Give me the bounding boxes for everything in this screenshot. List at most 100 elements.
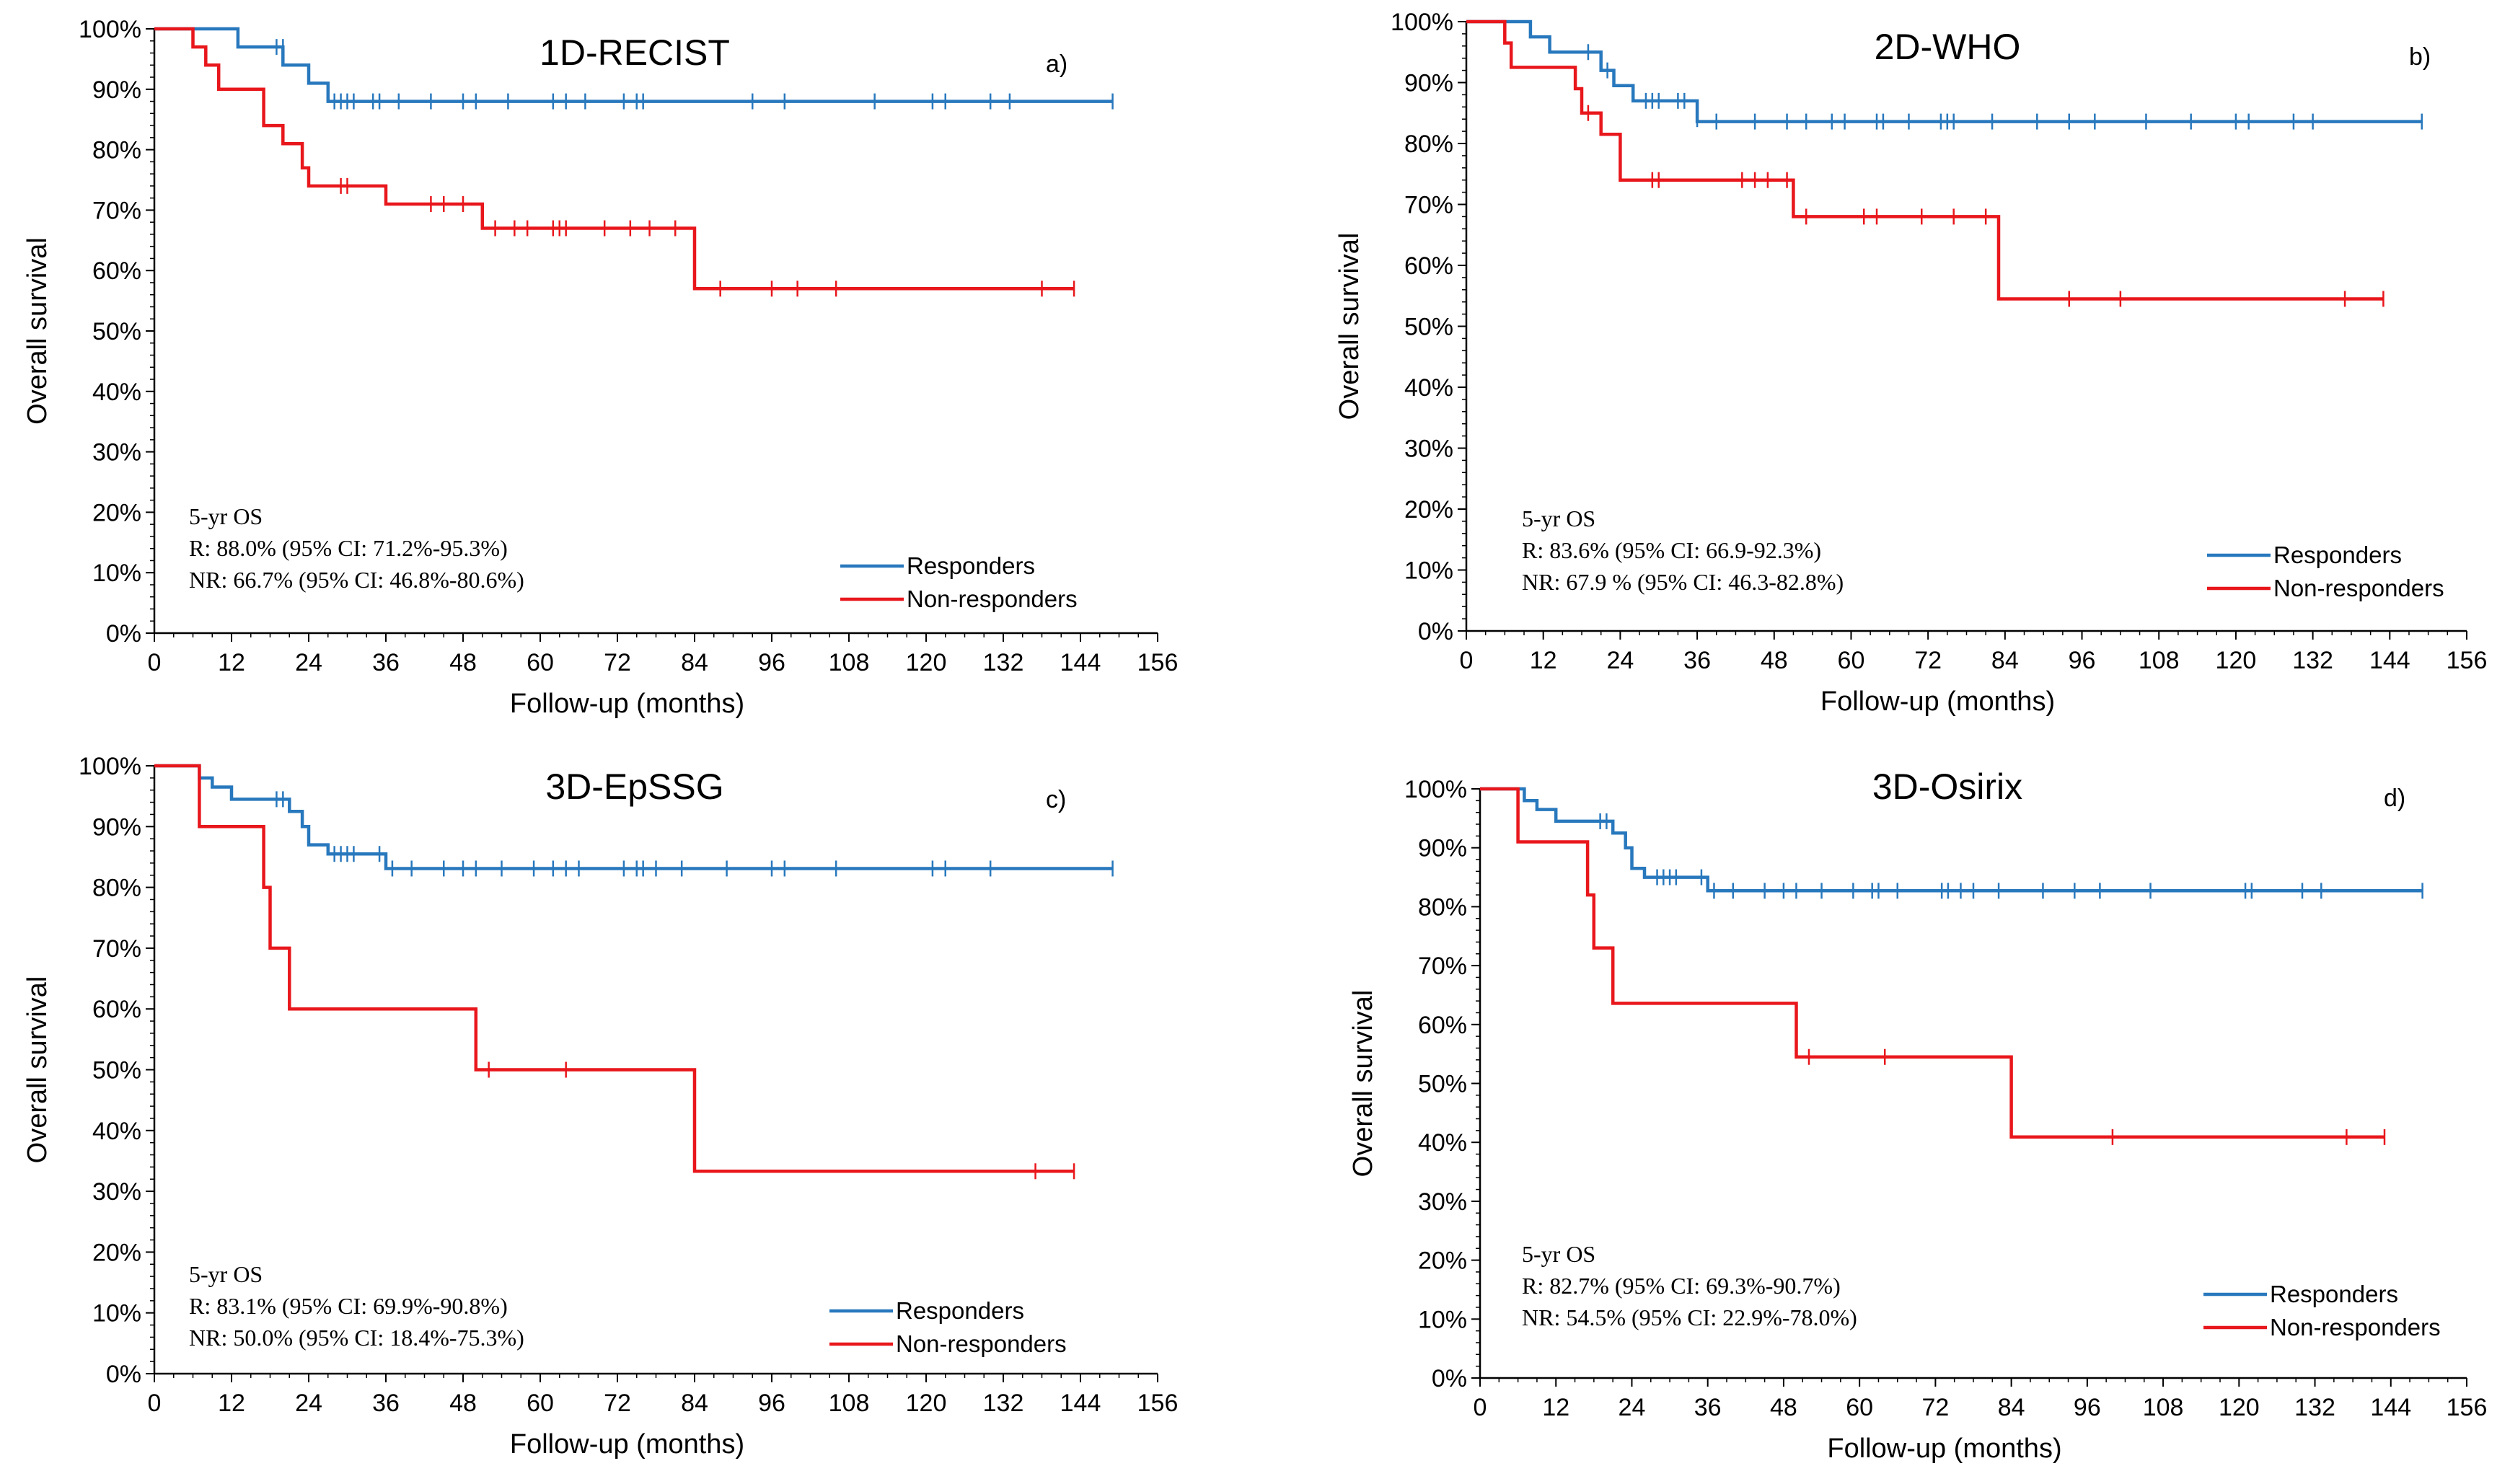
chart-title: 3D-EpSSG bbox=[545, 767, 723, 807]
x-tick-label: 48 bbox=[449, 649, 477, 676]
y-tick-label: 100% bbox=[79, 16, 141, 43]
os-responders: R: 83.6% (95% CI: 66.9-92.3%) bbox=[1522, 537, 1821, 563]
y-tick-label: 100% bbox=[1391, 9, 1453, 36]
y-tick-label: 60% bbox=[1418, 1012, 1467, 1039]
x-tick-label: 132 bbox=[983, 1390, 1024, 1417]
x-tick-label: 156 bbox=[2447, 1394, 2488, 1421]
x-tick-label: 72 bbox=[604, 1390, 631, 1417]
y-tick-label: 60% bbox=[1404, 252, 1453, 280]
y-axis-label: Overall survival bbox=[22, 976, 53, 1164]
os-non-responders: NR: 67.9 % (95% CI: 46.3-82.8%) bbox=[1522, 569, 1844, 595]
panel-letter: b) bbox=[2409, 43, 2431, 71]
x-tick-label: 84 bbox=[1991, 647, 2019, 674]
y-tick-label: 10% bbox=[1404, 557, 1453, 585]
y-tick-label: 50% bbox=[92, 1057, 141, 1085]
x-tick-label: 48 bbox=[1761, 647, 1788, 674]
x-tick-label: 96 bbox=[758, 1390, 785, 1417]
x-tick-label: 0 bbox=[148, 649, 162, 676]
x-tick-label: 120 bbox=[906, 649, 947, 676]
series-line-non-responders bbox=[1480, 787, 2384, 1139]
x-tick-label: 132 bbox=[2292, 647, 2333, 674]
y-tick-label: 90% bbox=[92, 813, 141, 841]
y-tick-label: 20% bbox=[1418, 1247, 1467, 1275]
y-tick-label: 0% bbox=[106, 1361, 141, 1388]
legend-label-non-responders: Non-responders bbox=[907, 586, 1078, 612]
y-tick-label: 80% bbox=[92, 875, 141, 902]
os-responders: R: 88.0% (95% CI: 71.2%-95.3%) bbox=[189, 535, 508, 561]
x-tick-label: 144 bbox=[2370, 1394, 2411, 1421]
chart-title: 3D-Osirix bbox=[1872, 767, 2022, 807]
legend-label-responders: Responders bbox=[2270, 1281, 2398, 1307]
x-tick-label: 12 bbox=[218, 1390, 245, 1417]
y-tick-label: 30% bbox=[1418, 1188, 1467, 1216]
x-tick-label: 36 bbox=[1694, 1394, 1722, 1421]
x-axis-label: Follow-up (months) bbox=[510, 689, 744, 719]
series-line-non-responders bbox=[154, 27, 1075, 291]
x-tick-label: 36 bbox=[372, 1390, 400, 1417]
os-title: 5-yr OS bbox=[1522, 1241, 1595, 1267]
x-axis-label: Follow-up (months) bbox=[1820, 686, 2055, 717]
y-tick-label: 70% bbox=[1418, 953, 1467, 980]
y-tick-label: 80% bbox=[92, 137, 141, 164]
legend-label-responders: Responders bbox=[907, 552, 1035, 579]
chart-panel-4: 0% 10% 20% 30% 40% 50% 60% 70% 80% 90% 100% 0 12 24 36… bbox=[1348, 767, 2487, 1464]
x-tick-label: 12 bbox=[1530, 647, 1557, 674]
y-tick-label: 70% bbox=[1404, 192, 1453, 219]
x-tick-label: 144 bbox=[2369, 647, 2410, 674]
os-non-responders: NR: 54.5% (95% CI: 22.9%-78.0%) bbox=[1522, 1304, 1857, 1330]
y-tick-label: 100% bbox=[79, 753, 141, 780]
x-tick-label: 60 bbox=[1846, 1394, 1873, 1421]
x-tick-label: 24 bbox=[295, 1390, 322, 1417]
y-tick-label: 20% bbox=[92, 499, 141, 526]
x-tick-label: 108 bbox=[829, 1390, 870, 1417]
x-tick-label: 12 bbox=[218, 649, 245, 676]
x-tick-label: 24 bbox=[295, 649, 322, 676]
y-axis-label: Overall survival bbox=[1334, 233, 1365, 420]
x-axis-label: Follow-up (months) bbox=[1827, 1434, 2061, 1464]
x-tick-label: 120 bbox=[906, 1390, 947, 1417]
y-tick-label: 0% bbox=[1432, 1365, 1467, 1392]
legend-label-non-responders: Non-responders bbox=[2270, 1314, 2441, 1341]
y-axis-label: Overall survival bbox=[1348, 990, 1378, 1178]
y-tick-label: 20% bbox=[1404, 496, 1453, 524]
y-tick-label: 60% bbox=[92, 996, 141, 1023]
os-responders: R: 82.7% (95% CI: 69.3%-90.7%) bbox=[1522, 1273, 1841, 1299]
y-tick-label: 10% bbox=[1418, 1306, 1467, 1333]
x-tick-label: 132 bbox=[983, 649, 1024, 676]
x-tick-label: 132 bbox=[2294, 1394, 2335, 1421]
series-line-responders bbox=[1480, 787, 2423, 893]
legend-label-responders: Responders bbox=[896, 1297, 1024, 1324]
y-tick-label: 90% bbox=[1418, 835, 1467, 862]
x-tick-label: 24 bbox=[1619, 1394, 1646, 1421]
y-tick-label: 50% bbox=[92, 318, 141, 345]
legend-label-non-responders: Non-responders bbox=[2273, 575, 2444, 601]
y-tick-label: 90% bbox=[1404, 70, 1453, 97]
y-tick-label: 50% bbox=[1404, 314, 1453, 341]
y-tick-label: 80% bbox=[1404, 131, 1453, 158]
y-tick-label: 90% bbox=[92, 76, 141, 104]
series-line-responders bbox=[154, 27, 1113, 103]
x-tick-label: 84 bbox=[681, 649, 708, 676]
y-tick-label: 30% bbox=[92, 1178, 141, 1206]
y-tick-label: 100% bbox=[1404, 776, 1467, 803]
x-tick-label: 120 bbox=[2219, 1394, 2260, 1421]
x-axis-label: Follow-up (months) bbox=[510, 1429, 744, 1459]
y-tick-label: 50% bbox=[1418, 1071, 1467, 1098]
chart-title: 2D-WHO bbox=[1875, 27, 2021, 67]
legend-label-non-responders: Non-responders bbox=[896, 1330, 1067, 1357]
os-title: 5-yr OS bbox=[1522, 505, 1595, 531]
os-non-responders: NR: 50.0% (95% CI: 18.4%-75.3%) bbox=[189, 1325, 524, 1351]
legend-label-responders: Responders bbox=[2273, 542, 2402, 568]
os-non-responders: NR: 66.7% (95% CI: 46.8%-80.6%) bbox=[189, 567, 524, 593]
y-tick-label: 40% bbox=[1418, 1129, 1467, 1157]
panel-letter: c) bbox=[1046, 786, 1066, 813]
x-tick-label: 96 bbox=[2069, 647, 2096, 674]
x-tick-label: 36 bbox=[372, 649, 400, 676]
y-tick-label: 10% bbox=[92, 560, 141, 587]
x-tick-label: 108 bbox=[2139, 647, 2180, 674]
x-tick-label: 60 bbox=[527, 1390, 554, 1417]
x-tick-label: 156 bbox=[1137, 1390, 1179, 1417]
x-tick-label: 144 bbox=[1060, 649, 1101, 676]
y-tick-label: 70% bbox=[92, 935, 141, 963]
